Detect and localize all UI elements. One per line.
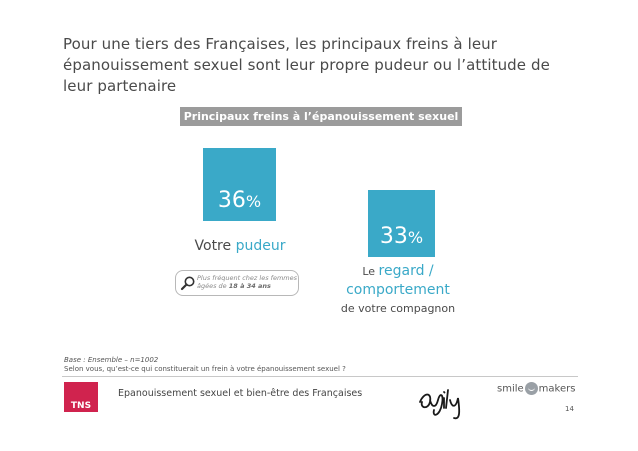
smilemakers-logo: smile makers [497,382,575,395]
category-label-regard: Le regard / comportement de votre compag… [318,262,478,318]
footer-divider [62,376,578,377]
percent-sign: % [245,192,262,211]
agency-signature-logo [419,389,461,420]
label-highlight: regard / comportement [346,263,450,298]
label-highlight: pudeur [235,238,286,254]
label-prefix: Le [362,265,379,278]
category-label-pudeur: Votre pudeur [175,238,305,254]
bar-value-pudeur: 36 [217,188,246,213]
brand-smile: smile [497,383,524,395]
bar-pudeur: 36% [203,148,276,221]
note-text: Plus fréquent chez les femmes âgées de 1… [197,274,297,290]
footer-title: Epanouissement sexuel et bien-être des F… [118,388,363,399]
base-text: Base : Ensemble – n=1002 [64,356,159,364]
percent-sign: % [407,227,424,247]
note-callout: Plus fréquent chez les femmes âgées de 1… [175,270,299,296]
page-number: 14 [565,405,574,413]
question-text: Selon vous, qu’est-ce qui constituerait … [64,365,346,373]
tns-logo: TNS [64,382,98,412]
label-suffix: de votre compagnon [340,302,456,315]
note-text-main: Plus fréquent chez les femmes âgées de [197,274,298,290]
bar-regard: 33% [368,190,435,257]
smiley-icon [524,382,538,395]
chart-title: Principaux freins à l’épanouissement sex… [180,107,462,126]
magnifier-icon [180,276,195,291]
label-prefix: Votre [194,238,236,254]
note-text-bold: 18 à 34 ans [228,282,271,290]
slide-title: Pour une tiers des Françaises, les princ… [63,35,550,95]
base-note: Base : Ensemble – n=1002 Selon vous, qu’… [64,356,584,374]
brand-makers: makers [538,383,576,395]
bar-value-regard: 33 [379,223,408,249]
